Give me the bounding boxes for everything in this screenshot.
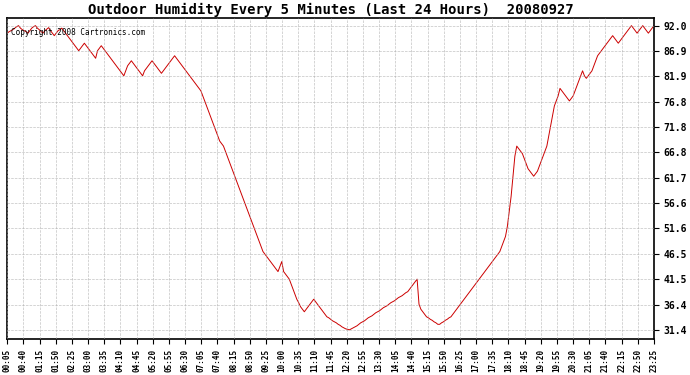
Title: Outdoor Humidity Every 5 Minutes (Last 24 Hours)  20080927: Outdoor Humidity Every 5 Minutes (Last 2… (88, 3, 573, 17)
Text: Copyright 2008 Cartronics.com: Copyright 2008 Cartronics.com (10, 28, 145, 37)
